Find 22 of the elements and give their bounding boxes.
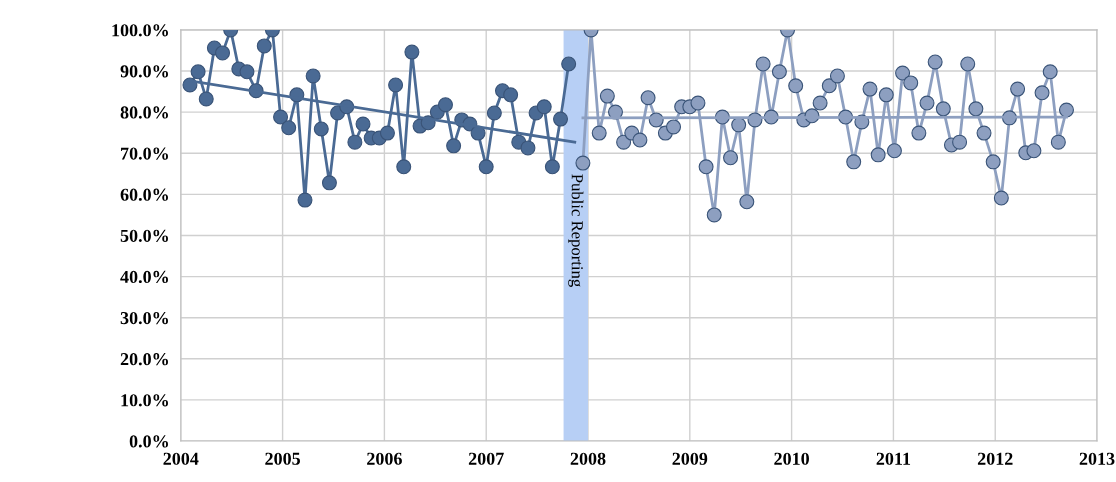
x-tick-label: 2007 <box>468 452 504 465</box>
y-tick-label: 10.0% <box>121 394 168 407</box>
y-tick-label: 60.0% <box>120 188 168 201</box>
x-tick-label: 2012 <box>977 452 1013 465</box>
x-tick-label: 2004 <box>163 452 199 465</box>
x-tick-label: 2006 <box>367 452 402 465</box>
y-tick-label: 100.0% <box>112 24 168 37</box>
y-tick-label: 0.0% <box>129 435 168 448</box>
band-label: Public Reporting <box>568 174 584 287</box>
y-tick-label: 70.0% <box>121 147 168 160</box>
x-tick-label: 2005 <box>265 452 300 465</box>
y-tick-label: 90.0% <box>120 65 168 78</box>
x-tick-label: 2011 <box>876 452 911 465</box>
x-tick-label: 2008 <box>570 452 606 465</box>
y-tick-label: 20.0% <box>120 353 168 366</box>
y-tick-label: 40.0% <box>120 270 168 284</box>
x-tick-label: 2013 <box>1079 452 1115 465</box>
x-tick-label: 2010 <box>774 452 809 465</box>
y-tick-label: 30.0% <box>120 311 168 325</box>
y-tick-label: 80.0% <box>120 106 168 119</box>
x-tick-label: 2009 <box>672 452 708 465</box>
y-tick-label: 50.0% <box>120 229 168 242</box>
